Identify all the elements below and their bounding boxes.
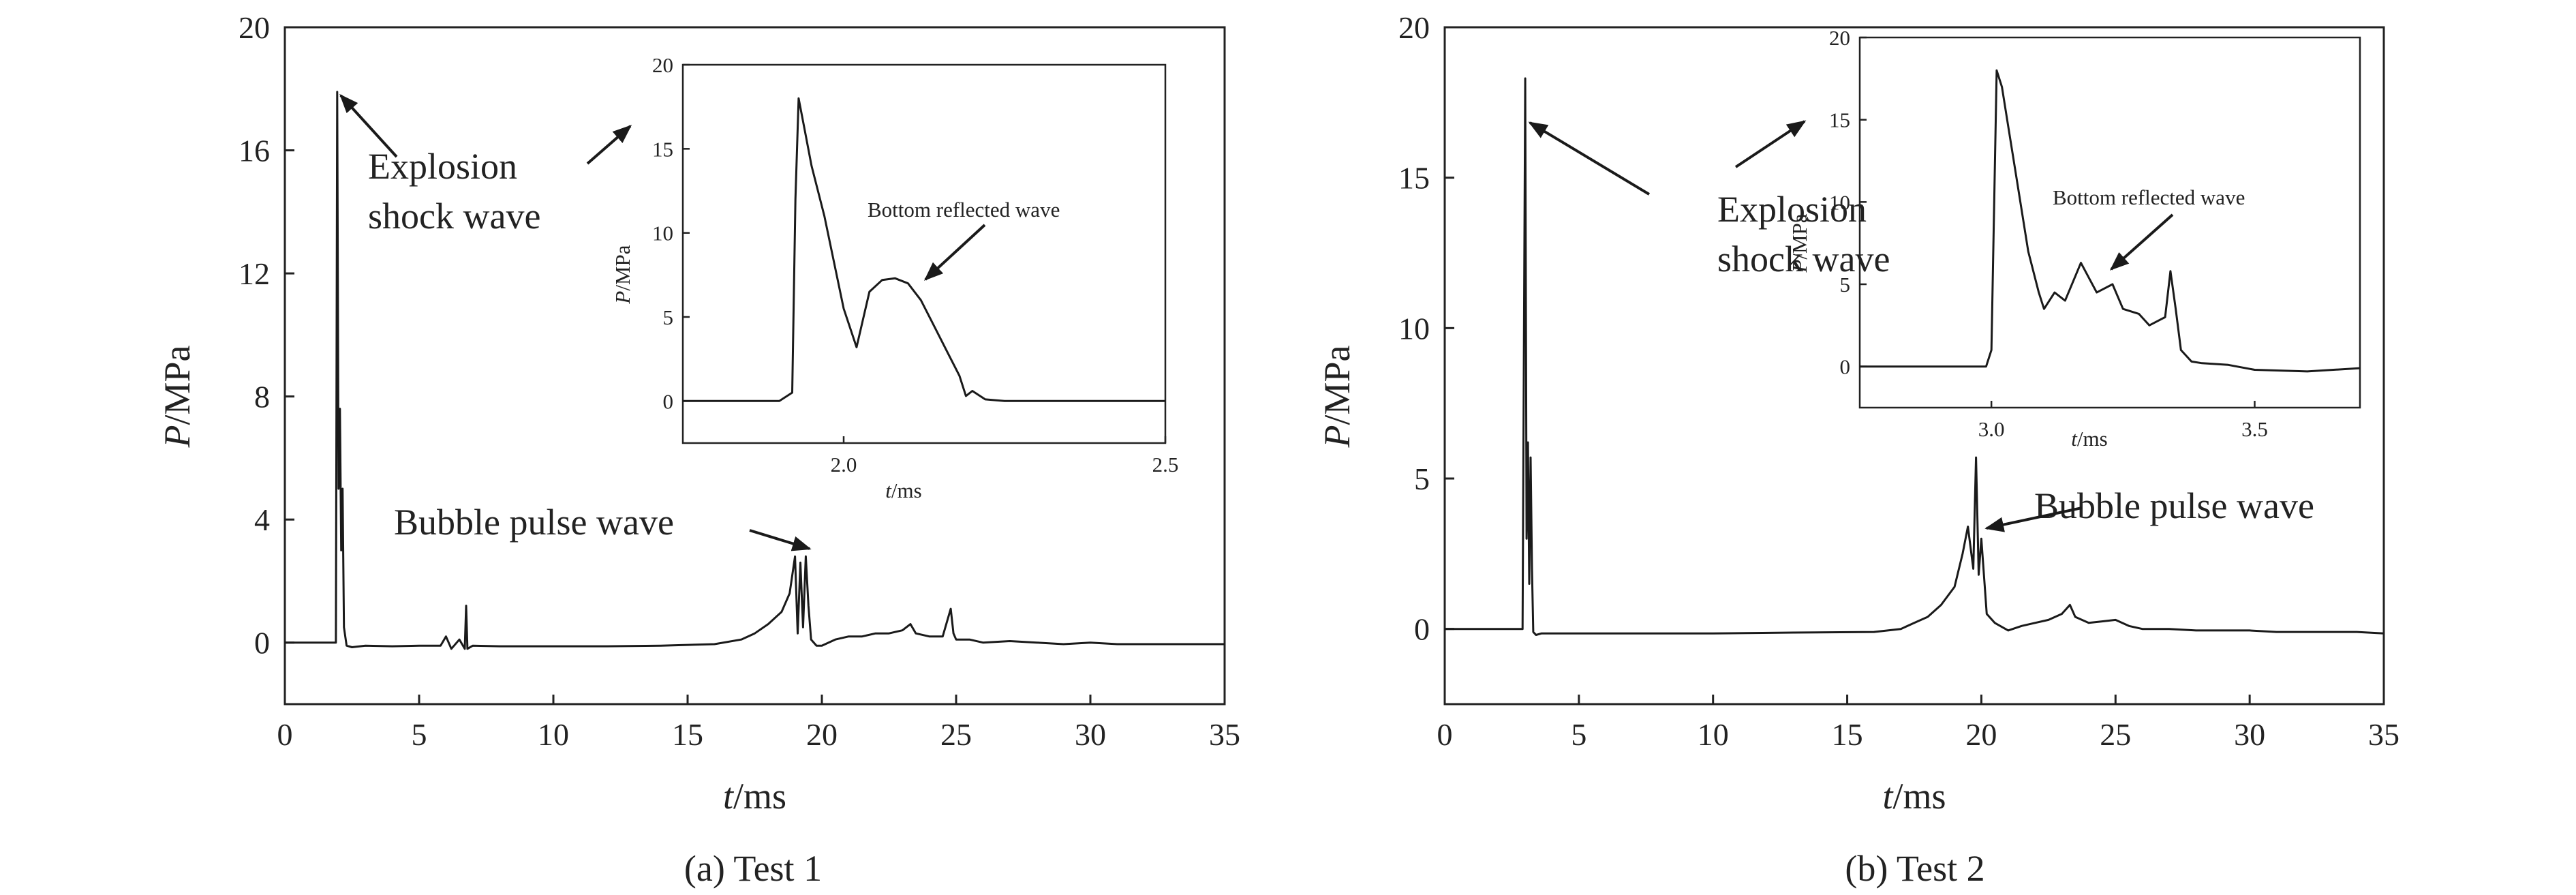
x-tick-label: 25 <box>940 717 972 752</box>
shock-arrow-main <box>1528 121 1651 196</box>
inset-y-tick-label: 20 <box>652 53 673 77</box>
inset-y-tick-label: 5 <box>1840 273 1851 297</box>
x-tick-label: 5 <box>412 717 427 752</box>
shock-arrow-inset <box>1734 120 1807 168</box>
annotation-bubble-pulse: Bubble pulse wave <box>394 502 674 543</box>
inset-y-tick-label: 10 <box>652 222 673 245</box>
x-tick-label: 20 <box>1965 717 1997 752</box>
inset-x-axis-label: t/ms <box>2071 427 2107 451</box>
y-tick-label: 5 <box>1414 461 1430 496</box>
x-tick-label: 10 <box>538 717 569 752</box>
shock-arrow-inset <box>586 125 632 165</box>
inset-x-tick-label: 2.5 <box>1152 453 1179 476</box>
x-tick-label: 10 <box>1698 717 1729 752</box>
x-tick-label: 30 <box>2234 717 2265 752</box>
x-axis-label: t/ms <box>1882 776 1946 817</box>
annotation-shock-wave: shock wave <box>368 196 540 237</box>
inset-pressure-trace <box>1860 69 2361 373</box>
plot-frame <box>283 26 1226 706</box>
inset-y-tick-label: 10 <box>1829 190 1850 214</box>
panel-caption: (b) Test 2 <box>1845 848 1984 889</box>
x-tick-label: 20 <box>806 717 838 752</box>
y-tick-label: 20 <box>239 10 270 45</box>
inset-pressure-trace <box>683 97 1165 402</box>
inset-x-tick-label: 3.5 <box>2241 417 2268 441</box>
y-tick-label: 16 <box>239 134 270 168</box>
inset-y-tick-label: 0 <box>663 389 674 413</box>
y-tick-label: 0 <box>254 626 270 661</box>
pressure-trace <box>285 91 1225 650</box>
y-tick-label: 0 <box>1414 612 1430 647</box>
x-tick-label: 30 <box>1075 717 1106 752</box>
annotation-bubble-pulse: Bubble pulse wave <box>2034 485 2314 526</box>
annotation-bottom-reflected: Bottom reflected wave <box>868 198 1060 222</box>
plot-frame <box>1443 26 2385 706</box>
bubble-arrow <box>749 529 812 551</box>
y-tick-label: 15 <box>1398 161 1430 196</box>
x-tick-label: 35 <box>2368 717 2399 752</box>
panel-test-1: 0 5 10 15 20 25 30 35 0 4 8 12 16 20 t/ms P/MPa Explosio… <box>157 10 1240 889</box>
shock-arrow-main <box>339 93 398 158</box>
panel-test-2: 0 5 10 15 20 25 30 3505101520t/msP/MPaExplosion… <box>1317 10 2399 889</box>
x-tick-label: 15 <box>1832 717 1863 752</box>
inset-y-tick-label: 15 <box>1829 108 1850 132</box>
y-tick-label: 20 <box>1398 10 1430 45</box>
annotation-shock-wave: shock wave <box>1717 239 1890 279</box>
y-tick-label: 10 <box>1398 311 1430 346</box>
inset-x-axis-label: t/ms <box>885 479 921 502</box>
inset-plot: 3.0 3.5 0 5 10 15 20 t/ms P/MPa Bottom reflected … <box>1788 26 2361 451</box>
inset-x-tick-label: 3.0 <box>1978 417 2005 441</box>
inset-y-axis-label: P/MPa <box>611 245 634 304</box>
annotation-explosion: Explosion <box>1717 189 1867 230</box>
inset-y-axis-label: P/MPa <box>1788 213 1811 273</box>
x-tick-label: 25 <box>2100 717 2131 752</box>
annotation-explosion: Explosion <box>368 146 517 187</box>
inset-plot: 2.0 2.5 0 5 10 15 20 t/ms P/MPa Bottom reflected … <box>611 53 1178 502</box>
x-tick-label: 15 <box>672 717 703 752</box>
panel-caption: (a) Test 1 <box>684 848 822 889</box>
inset-y-tick-label: 15 <box>652 137 673 161</box>
x-tick-label: 5 <box>1571 717 1586 752</box>
inset-x-tick-label: 2.0 <box>831 453 857 476</box>
pressure-trace <box>1445 77 2385 636</box>
x-tick-label: 0 <box>277 717 293 752</box>
inset-y-tick-label: 20 <box>1829 26 1850 50</box>
y-tick-label: 12 <box>239 256 270 291</box>
x-tick-label: 0 <box>1437 717 1453 752</box>
inset-y-tick-label: 0 <box>1840 355 1851 379</box>
y-tick-label: 8 <box>254 380 270 414</box>
y-tick-label: 4 <box>254 502 270 537</box>
bubble-arrow <box>1984 506 2083 532</box>
y-axis-label: P/MPa <box>157 345 198 448</box>
x-axis-label: t/ms <box>723 776 786 817</box>
bottom-reflected-arrow <box>923 224 986 281</box>
x-tick-label: 35 <box>1209 717 1240 752</box>
bottom-reflected-arrow <box>2109 213 2174 271</box>
annotation-bottom-reflected: Bottom reflected wave <box>2053 185 2245 209</box>
inset-frame <box>1858 36 2361 409</box>
y-axis-label: P/MPa <box>1317 345 1358 448</box>
inset-frame <box>681 63 1167 444</box>
inset-y-tick-label: 5 <box>663 305 674 329</box>
